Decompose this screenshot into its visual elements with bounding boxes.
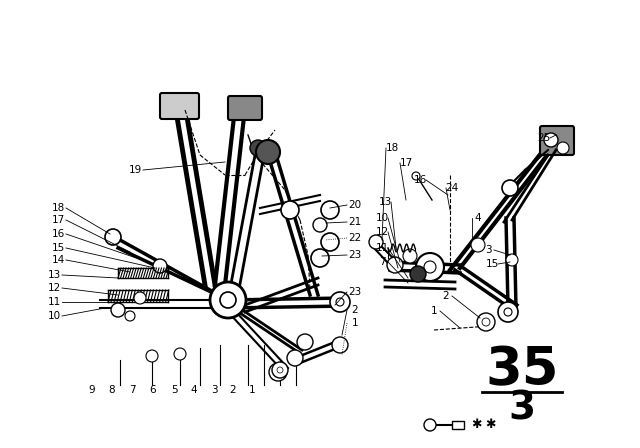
Circle shape [424,261,436,273]
Circle shape [134,292,146,304]
Circle shape [311,249,329,267]
Text: 10: 10 [376,213,388,223]
Text: 21: 21 [348,217,362,227]
Circle shape [403,249,417,263]
FancyBboxPatch shape [540,126,574,155]
Circle shape [274,368,282,376]
Circle shape [369,235,383,249]
Text: 5: 5 [171,385,177,395]
Circle shape [220,292,236,308]
Circle shape [105,229,121,245]
Text: 6: 6 [150,385,156,395]
Text: 18: 18 [51,203,65,213]
Circle shape [269,363,287,381]
Text: 15: 15 [51,243,65,253]
Text: 3: 3 [508,389,536,427]
Circle shape [321,233,339,251]
Circle shape [332,337,348,353]
Circle shape [153,259,167,273]
Text: 11: 11 [376,243,388,253]
FancyBboxPatch shape [160,93,199,119]
Text: ✱: ✱ [484,418,495,431]
Text: 15: 15 [485,259,499,269]
Circle shape [502,180,518,196]
Text: 1: 1 [431,306,437,316]
Circle shape [498,302,518,322]
Circle shape [471,238,485,252]
Text: 17: 17 [51,215,65,225]
Circle shape [336,298,344,306]
Text: 2: 2 [443,291,449,301]
Text: 23: 23 [348,287,362,297]
FancyBboxPatch shape [452,421,464,429]
Circle shape [174,348,186,360]
Text: 16: 16 [51,229,65,239]
Text: 1: 1 [249,385,255,395]
Text: 2: 2 [230,385,236,395]
Circle shape [482,318,490,326]
Circle shape [146,350,158,362]
Text: 1: 1 [352,318,358,328]
Circle shape [544,133,558,147]
Circle shape [272,362,288,378]
Text: 4: 4 [475,213,481,223]
Text: 12: 12 [376,227,388,237]
Text: 7: 7 [129,385,135,395]
Text: ✱: ✱ [471,418,481,431]
Circle shape [416,253,444,281]
Text: 3: 3 [484,245,492,255]
Text: 23: 23 [348,250,362,260]
Text: 4: 4 [191,385,197,395]
Circle shape [111,303,125,317]
Text: 20: 20 [348,200,362,210]
Circle shape [330,292,350,312]
FancyBboxPatch shape [228,96,262,120]
Text: 11: 11 [47,297,61,307]
Text: 13: 13 [378,197,392,207]
Circle shape [313,218,327,232]
Text: 22: 22 [348,233,362,243]
Text: 8: 8 [109,385,115,395]
Text: 13: 13 [47,270,61,280]
Circle shape [412,172,420,180]
Circle shape [387,257,403,273]
Circle shape [125,311,135,321]
Text: 25: 25 [538,133,550,143]
Circle shape [297,334,313,350]
Circle shape [557,142,569,154]
Circle shape [287,350,303,366]
Circle shape [477,313,495,331]
Circle shape [504,308,512,316]
Text: 9: 9 [89,385,95,395]
Circle shape [256,140,280,164]
Text: 16: 16 [413,175,427,185]
Text: 10: 10 [47,311,61,321]
Text: 2: 2 [352,305,358,315]
Text: 35: 35 [485,344,559,396]
Text: 3: 3 [211,385,218,395]
Text: 18: 18 [385,143,399,153]
Circle shape [250,140,266,156]
Circle shape [506,254,518,266]
Text: 14: 14 [51,255,65,265]
Circle shape [277,367,283,373]
Text: 7: 7 [379,257,385,267]
Circle shape [424,419,436,431]
Text: 17: 17 [399,158,413,168]
Text: 12: 12 [47,283,61,293]
Circle shape [410,266,426,282]
Circle shape [281,201,299,219]
Text: 19: 19 [129,165,141,175]
Circle shape [321,201,339,219]
Text: 24: 24 [445,183,459,193]
Circle shape [210,282,246,318]
